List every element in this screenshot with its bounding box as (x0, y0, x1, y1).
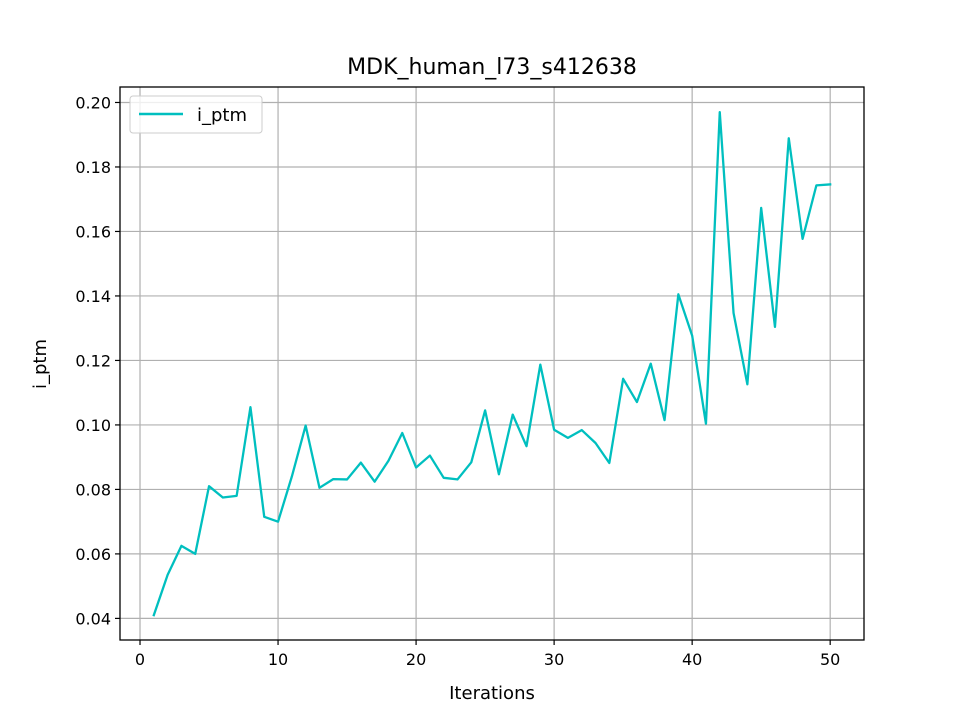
y-tick-label: 0.16 (75, 222, 111, 241)
x-tick-label: 0 (135, 650, 145, 669)
x-tick-label: 20 (406, 650, 426, 669)
y-tick-label: 0.12 (75, 351, 111, 370)
y-axis-label: i_ptm (30, 339, 51, 389)
y-tick-label: 0.10 (75, 416, 111, 435)
legend: i_ptm (129, 95, 263, 134)
x-tick-label: 50 (820, 650, 840, 669)
x-tick-label: 10 (268, 650, 288, 669)
y-tick-label: 0.20 (75, 93, 111, 112)
series-layer (152, 111, 832, 617)
y-tick-label: 0.18 (75, 158, 111, 177)
legend-box (129, 95, 263, 134)
x-tick-label: 30 (544, 650, 564, 669)
y-tick-label: 0.06 (75, 545, 111, 564)
chart-title: MDK_human_l73_s412638 (347, 55, 637, 80)
series-line-i_ptm (152, 111, 832, 617)
y-tick-label: 0.08 (75, 480, 111, 499)
x-axis-label: Iterations (449, 683, 535, 704)
y-tick-label: 0.04 (75, 609, 111, 628)
axis-ticks: 0 10 20 30 40 50 0.04 0.06 0.08 0.10 0.12 0.14 0.16 0… (75, 93, 840, 669)
legend-label: i_ptm (197, 105, 247, 126)
plot-area-frame (119, 86, 865, 641)
x-tick-label: 40 (682, 650, 702, 669)
y-tick-label: 0.14 (75, 287, 111, 306)
grid-lines (120, 87, 864, 640)
